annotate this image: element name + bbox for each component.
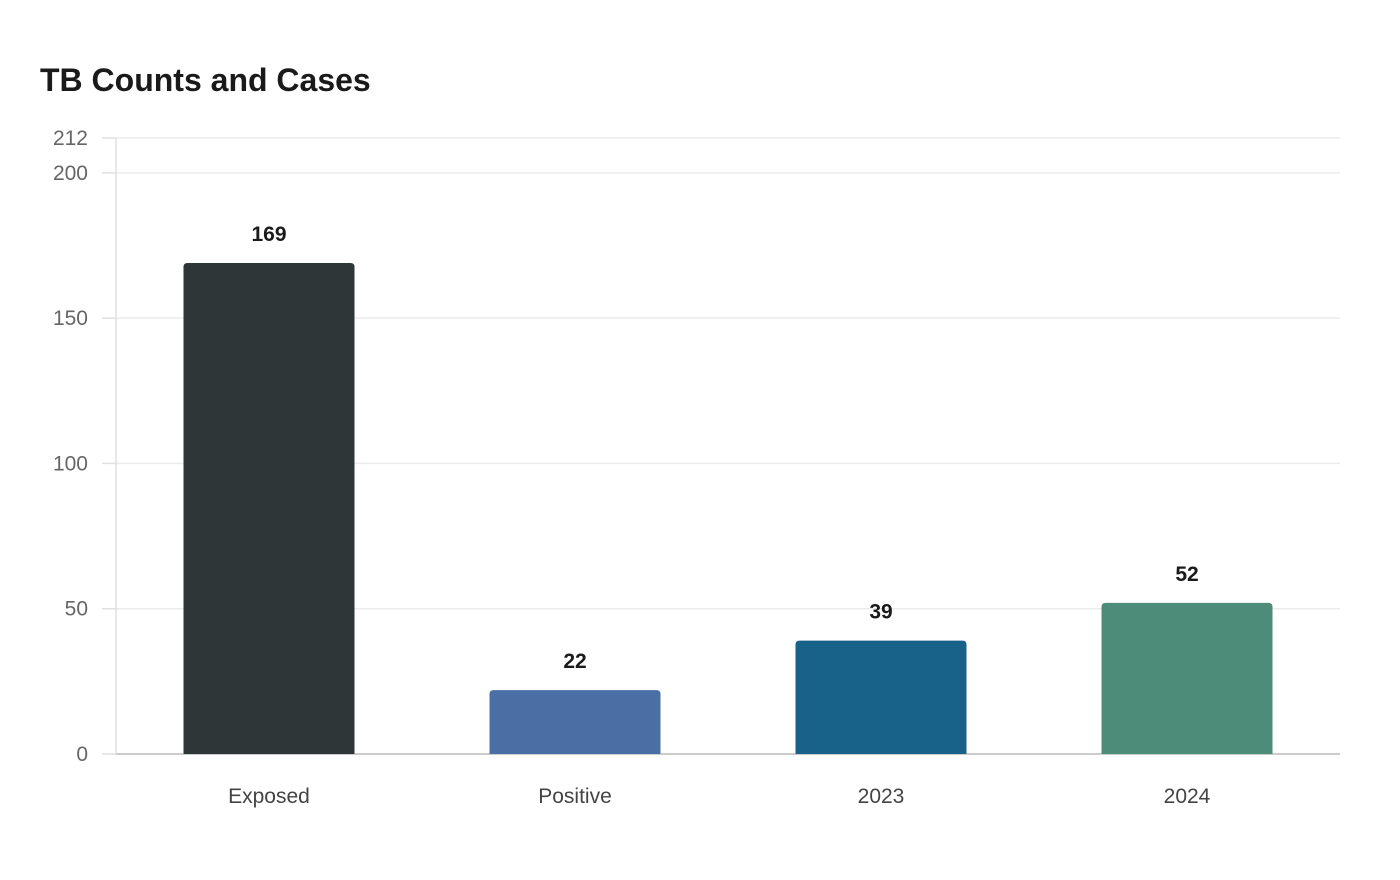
y-tick-label: 200 <box>53 162 88 185</box>
bar-2024 <box>1101 602 1273 754</box>
data-label: 52 <box>1175 563 1198 586</box>
data-label: 169 <box>251 223 286 246</box>
y-tick-label: 100 <box>53 452 88 475</box>
chart-title: TB Counts and Cases <box>40 62 371 98</box>
y-tick-label: 0 <box>76 743 88 766</box>
data-label: 22 <box>563 650 586 673</box>
bar-positive <box>489 690 661 754</box>
bars <box>183 262 1273 754</box>
y-tick-label: 212 <box>53 127 88 150</box>
data-label: 39 <box>869 601 892 624</box>
bar-2023 <box>795 640 967 754</box>
x-tick-label: 2023 <box>858 785 905 808</box>
labels: 169 Exposed 22 Positive 39 2023 52 2024 <box>228 223 1211 808</box>
y-tick-label: 150 <box>53 307 88 330</box>
bar-exposed <box>183 262 355 754</box>
y-tick-label: 50 <box>65 598 88 621</box>
x-tick-label: 2024 <box>1164 785 1211 808</box>
x-tick-label: Positive <box>538 785 612 808</box>
x-tick-label: Exposed <box>228 785 310 808</box>
